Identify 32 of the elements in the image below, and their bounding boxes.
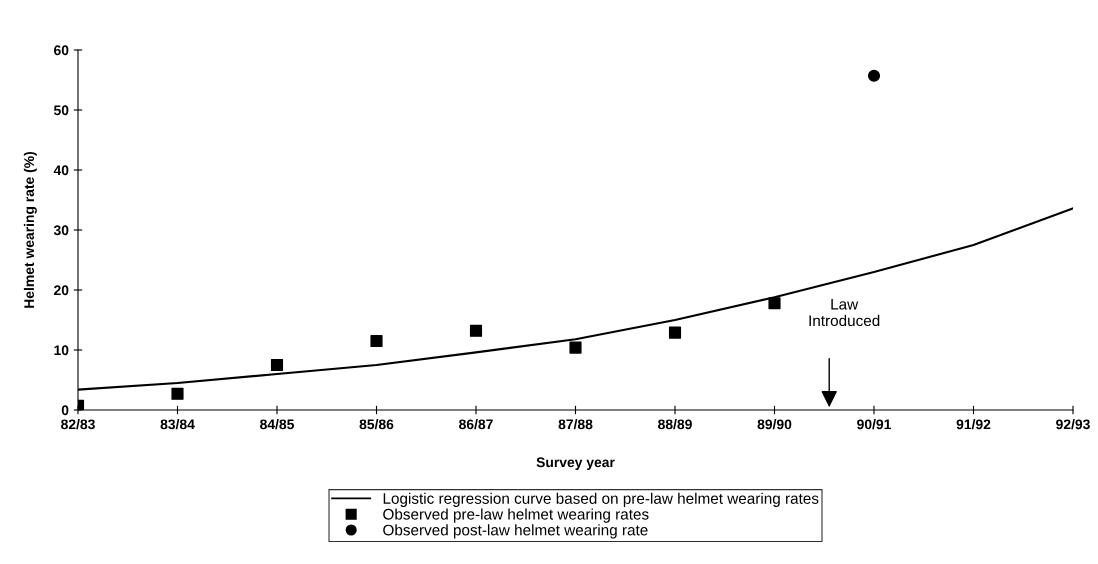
y-tick-label: 10	[54, 345, 69, 356]
y-tick-label: 60	[54, 45, 69, 56]
y-tick-label: 0	[61, 405, 69, 416]
point	[270, 358, 284, 372]
x-tick-label: 90/91	[857, 419, 891, 430]
x-tick-label: 88/89	[658, 419, 692, 430]
point	[569, 341, 582, 354]
legend-label: Logistic regression curve based on pre-law helmet wearing rates	[383, 492, 819, 507]
x-tick-label: 84/85	[260, 419, 294, 430]
point	[469, 324, 483, 337]
y-tick-label: 30	[53, 225, 69, 236]
point	[370, 334, 383, 348]
point	[171, 387, 184, 400]
y-axis-title: Helmet wearing rate (%)	[23, 151, 37, 308]
y-tick-label: 40	[53, 165, 69, 176]
legend-label: Observed pre-law helmet wearing rates	[383, 508, 649, 523]
x-tick-label: 82/83	[61, 419, 95, 430]
y-tick-label: 20	[54, 285, 69, 296]
x-tick-label: 91/92	[956, 419, 991, 430]
legend-label: Observed post-law helmet wearing rate	[383, 524, 648, 539]
x-axis-title: Survey year	[536, 457, 615, 470]
point	[768, 297, 781, 310]
x-tick-label: 85/86	[359, 419, 394, 430]
x-tick-label: 83/84	[160, 419, 195, 430]
annotation: Law Introduced	[809, 298, 880, 327]
x-tick-label: 92/93	[1056, 419, 1090, 430]
point	[867, 69, 881, 82]
x-tick-label: 86/87	[459, 419, 493, 430]
point	[668, 326, 682, 339]
x-tick-label: 89/90	[757, 419, 792, 430]
y-tick-label: 50	[53, 105, 69, 116]
x-tick-label: 87/88	[558, 419, 593, 430]
